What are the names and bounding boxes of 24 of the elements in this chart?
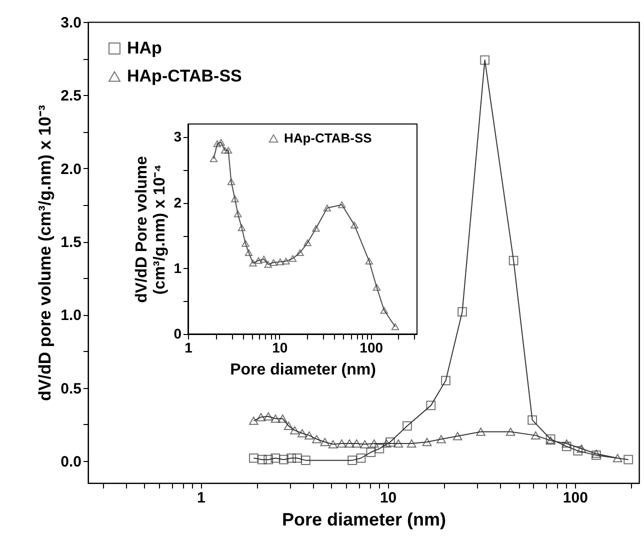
- y-tick-label: 0.5: [60, 380, 82, 398]
- y-tick-label: 2.5: [60, 88, 82, 105]
- legend-label: HAp-CTAB-SS: [127, 66, 242, 86]
- legend-label: HAp: [127, 38, 162, 58]
- y-tick-label: 2: [174, 194, 182, 210]
- x-tick-label: 10: [272, 340, 288, 356]
- x-tick-label: 100: [562, 490, 588, 506]
- x-tick-label: 1: [196, 490, 206, 506]
- y-axis-title: dV/dD pore volume (cm³/g.nm) x 10⁻³: [36, 104, 55, 401]
- x-axis-title: Pore diameter (nm): [282, 510, 446, 530]
- y-tick-label: 2.0: [60, 160, 82, 178]
- y-tick-label: 3: [174, 128, 182, 145]
- x-tick-label: 1: [184, 340, 193, 356]
- y-tick-label: 1.5: [60, 234, 82, 252]
- y-tick-label: 0: [174, 326, 182, 342]
- x-tick-label: 10: [380, 490, 397, 506]
- y-tick-label: 0.0: [60, 454, 82, 471]
- legend-label: HAp-CTAB-SS: [284, 130, 372, 146]
- y-tick-label: 3.0: [60, 14, 82, 32]
- y-tick-label: 1: [174, 260, 182, 276]
- x-axis-title: Pore diameter (nm): [230, 362, 376, 378]
- y-axis-title: dV/dD Pore volume (cm³/g.nm) x 10⁻⁴: [134, 156, 169, 303]
- x-tick-label: 100: [360, 340, 384, 356]
- y-tick-label: 1.0: [60, 307, 82, 324]
